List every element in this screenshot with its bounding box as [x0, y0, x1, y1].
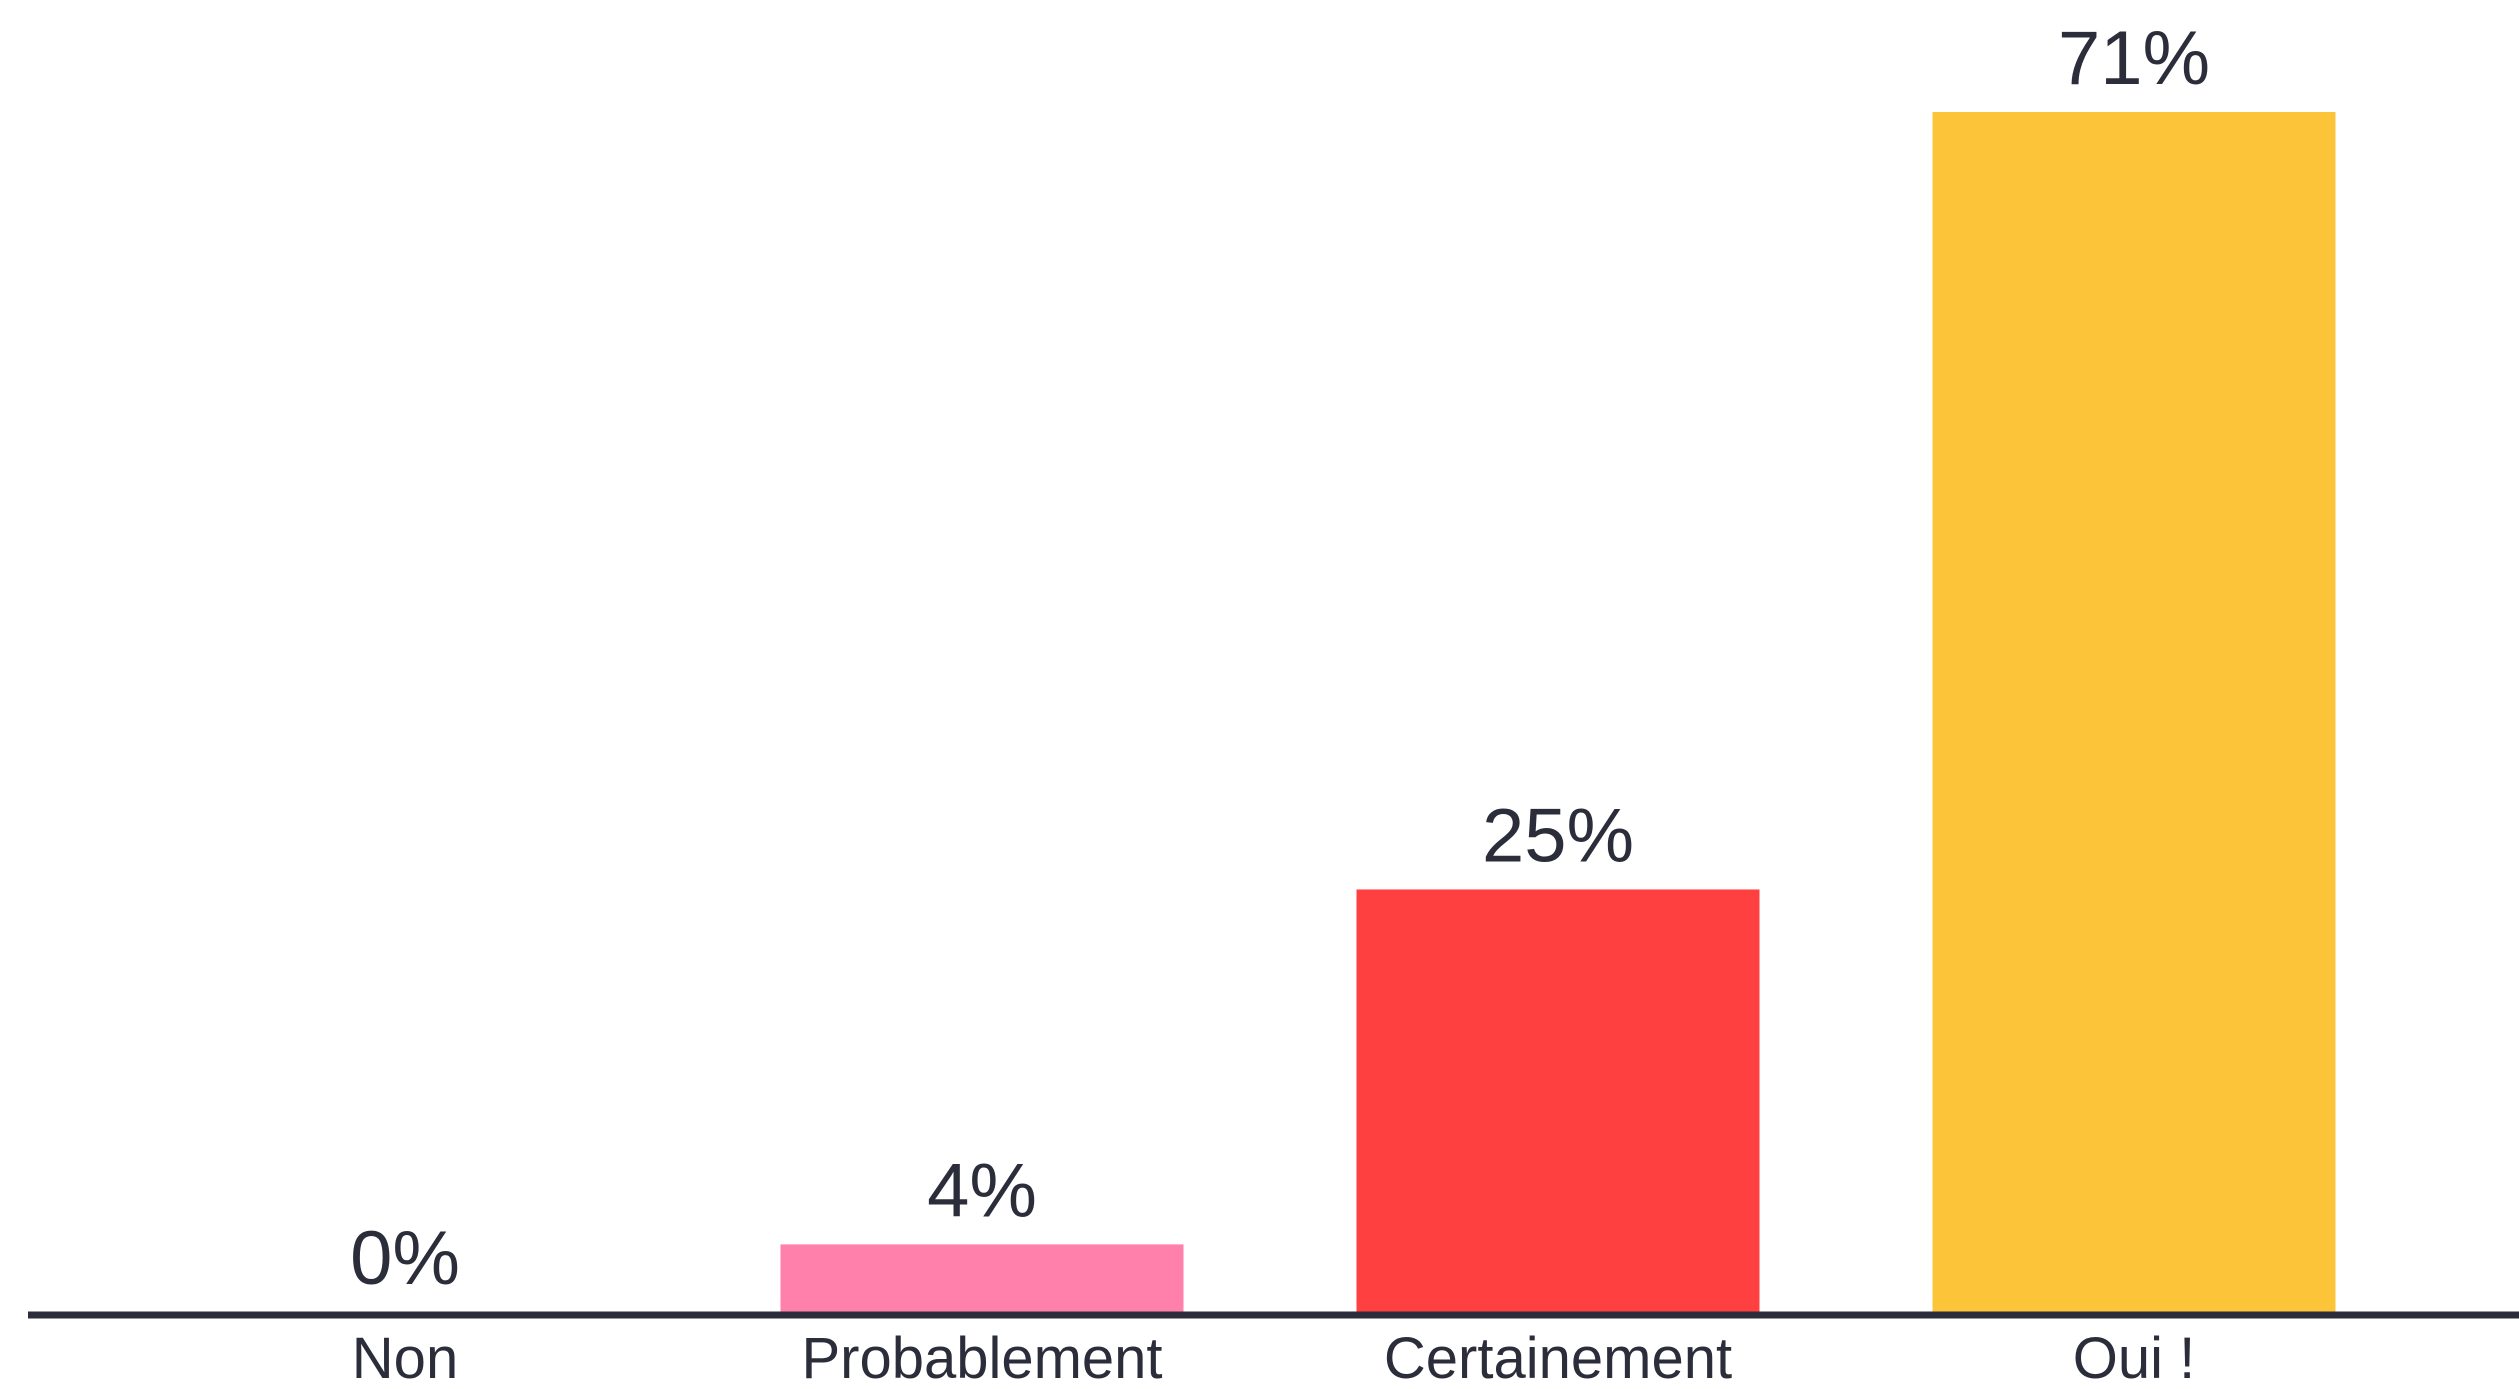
category-label-certainement: Certainement	[1384, 1326, 1732, 1389]
category-label-probablement: Probablement	[801, 1326, 1162, 1389]
bar-certainement	[1356, 889, 1760, 1312]
bar-oui	[1932, 112, 2336, 1312]
category-label-oui: Oui !	[2073, 1326, 2196, 1389]
category-label-non: Non	[352, 1326, 458, 1389]
value-label-certainement: 25%	[1482, 793, 1634, 878]
bar-probablement	[780, 1244, 1184, 1312]
value-label-oui: 71%	[2058, 16, 2210, 101]
value-label-probablement: 4%	[927, 1148, 1037, 1233]
value-label-non: 0%	[350, 1216, 460, 1301]
